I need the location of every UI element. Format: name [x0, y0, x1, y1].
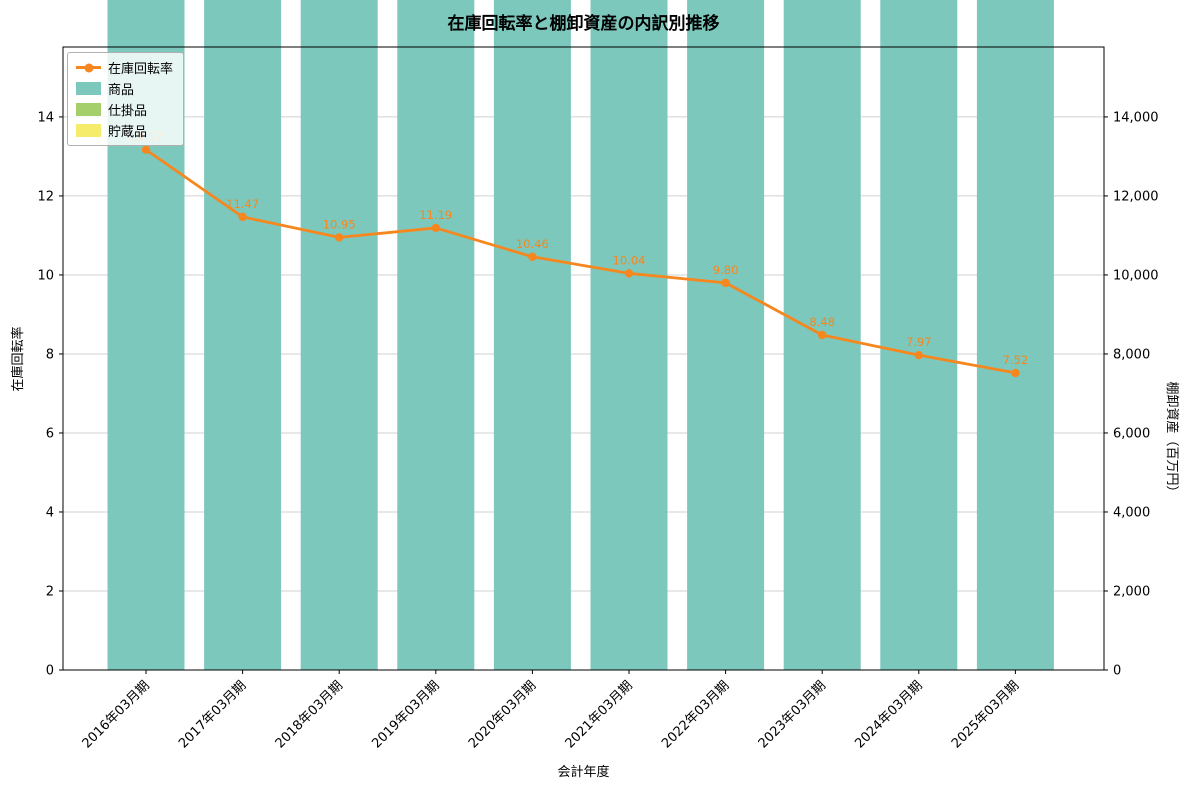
turnover-value-label: 11.47: [226, 197, 259, 211]
tick-label-x: 2022年03月期: [659, 678, 732, 751]
tick-label-left: 8: [46, 347, 54, 362]
y-axis-label-left: 在庫回転率: [11, 326, 26, 392]
bar-segment-0: [590, 0, 668, 670]
bar-segment-0: [493, 0, 571, 670]
tick-label-right: 4,000: [1113, 505, 1150, 520]
shikakari-swatch: [76, 103, 101, 116]
tick-label-x: 2025年03月期: [949, 678, 1022, 751]
tick-label-left: 12: [37, 189, 54, 204]
turnover-marker: [528, 252, 537, 261]
tick-label-left: 4: [46, 505, 54, 520]
tick-label-left: 14: [37, 110, 54, 125]
bar-segment-0: [300, 0, 378, 670]
tick-label-left: 6: [46, 426, 54, 441]
turnover-marker: [1011, 368, 1020, 378]
tick-label-x: 2017年03月期: [176, 678, 249, 751]
turnover-value-label: 8.48: [809, 315, 835, 329]
turnover-value-label: 9.80: [713, 263, 739, 277]
tick-label-left: 0: [46, 664, 54, 679]
tick-label-right: 0: [1113, 664, 1121, 679]
legend-label-turnover: 在庫回転率: [108, 62, 174, 77]
turnover-marker: [238, 212, 247, 222]
tick-label-right: 8,000: [1113, 347, 1150, 362]
legend-label-shohin: 商品: [108, 83, 135, 98]
tick-label-left: 10: [37, 268, 54, 283]
bar-segment-0: [976, 0, 1054, 670]
x-axis-label: 会計年度: [557, 765, 610, 780]
bar-segment-0: [687, 0, 765, 670]
tick-label-right: 6,000: [1113, 426, 1150, 441]
tick-label-x: 2023年03月期: [756, 678, 829, 751]
turnover-marker: [914, 350, 923, 360]
legend-item-chozo: 貯蔵品: [76, 122, 173, 140]
legend: 在庫回転率 商品 仕掛品 貯蔵品: [67, 52, 185, 146]
turnover-value-label: 7.97: [906, 335, 932, 349]
chozo-swatch: [76, 124, 101, 137]
tick-label-x: 2018年03月期: [273, 678, 346, 751]
legend-label-chozo: 貯蔵品: [108, 125, 148, 140]
turnover-marker: [721, 278, 730, 288]
turnover-value-label: 10.46: [516, 237, 549, 251]
turnover-line: [145, 148, 1016, 375]
axes-border: [62, 46, 1105, 671]
turnover-marker: [624, 269, 634, 278]
tick-label-x: 2020年03月期: [466, 678, 539, 751]
legend-label-shikakari: 仕掛品: [108, 104, 148, 119]
y-axis-label-right: 棚卸資産（百万円）: [1164, 381, 1179, 499]
turnover-value-label: 10.04: [613, 253, 646, 267]
tick-label-right: 2,000: [1113, 584, 1150, 599]
legend-item-shikakari: 仕掛品: [76, 101, 173, 119]
shohin-swatch: [76, 82, 101, 95]
turnover-marker: [818, 330, 827, 340]
tick-label-right: 12,000: [1113, 189, 1159, 204]
turnover-marker-dot: [84, 63, 93, 72]
turnover-value-label: 7.52: [1003, 353, 1029, 367]
turnover-value-label: 11.19: [419, 208, 452, 222]
turnover-marker: [335, 233, 344, 242]
turnover-line-swatch: [76, 63, 101, 72]
turnover-value-label: 10.95: [323, 217, 356, 231]
turnover-marker: [431, 223, 440, 233]
bar-segment-0: [397, 0, 475, 670]
tick-label-right: 14,000: [1113, 110, 1159, 125]
tick-label-left: 2: [46, 584, 54, 599]
tick-label-right: 10,000: [1113, 268, 1159, 283]
turnover-marker: [141, 145, 151, 154]
bar-segment-0: [204, 0, 282, 670]
tick-label-x: 2016年03月期: [80, 678, 153, 751]
tick-label-x: 2019年03月期: [369, 678, 442, 751]
tick-label-x: 2024年03月期: [852, 678, 925, 751]
chart-title: 在庫回転率と棚卸資産の内訳別推移: [447, 14, 720, 34]
bar-segment-0: [880, 0, 958, 670]
legend-item-turnover: 在庫回転率: [76, 59, 174, 77]
legend-item-shohin: 商品: [76, 80, 173, 98]
tick-label-x: 2021年03月期: [563, 678, 636, 751]
